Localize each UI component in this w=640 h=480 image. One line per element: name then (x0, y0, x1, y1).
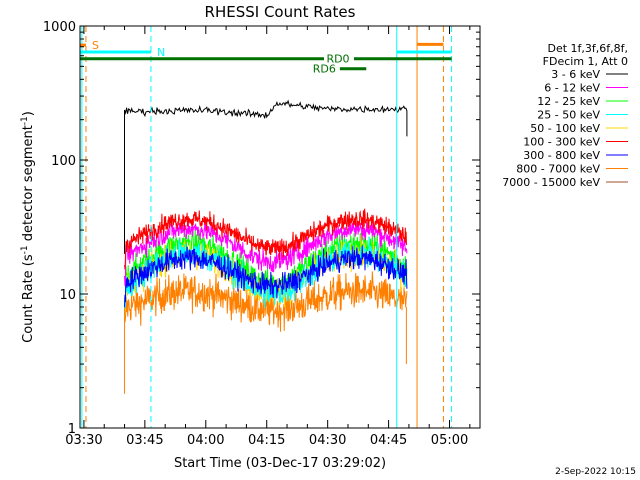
y-tick-label-1: 10 (59, 288, 76, 303)
y-axis-label: Count Rate (s-1 detector segment-1) (20, 111, 36, 343)
chart-traces (124, 99, 408, 394)
legend-label-3: 25 - 50 keV (537, 109, 600, 122)
legend-label-8: 7000 - 15000 keV (502, 176, 600, 189)
x-tick-label-3: 04:15 (248, 433, 285, 448)
legend-label-7: 800 - 7000 keV (516, 163, 600, 176)
legend-label-0: 3 - 6 keV (551, 68, 600, 81)
x-tick-label-5: 04:45 (370, 433, 407, 448)
y-tick-label-3: 1000 (43, 20, 76, 35)
trace-0 (124, 99, 408, 254)
legend-label-6: 300 - 800 keV (523, 149, 600, 162)
y-tick-label-2: 100 (51, 154, 76, 169)
legend-label-4: 50 - 100 keV (530, 122, 600, 135)
legend-label-1: 6 - 12 keV (544, 82, 600, 95)
x-tick-label-0: 03:30 (65, 433, 102, 448)
flag-label-5: RD6 (313, 63, 336, 76)
flag-label-bg (324, 53, 354, 64)
legend-header-0: Det 1f,3f,6f,8f, (547, 42, 628, 55)
legend-header-1: FDecim 1, Att 0 (543, 55, 628, 68)
x-tick-label-6: 05:00 (431, 433, 468, 448)
x-tick-label-1: 03:45 (126, 433, 163, 448)
x-axis-label: Start Time (03-Dec-17 03:29:02) (174, 456, 386, 471)
trace-6 (124, 245, 408, 309)
trace-7 (124, 271, 408, 332)
trace-2 (124, 228, 408, 303)
plot-frame (79, 25, 481, 429)
flag-label-1: N (157, 46, 165, 59)
chart-title: RHESSI Count Rates (205, 3, 356, 21)
trace-5 (124, 208, 408, 270)
chart-legend: Det 1f,3f,6f,8f,FDecim 1, Att 03 - 6 keV… (502, 42, 628, 189)
legend-label-5: 100 - 300 keV (523, 136, 600, 149)
y-tick-label-0: 1 (68, 422, 76, 437)
flag-label-0: S (92, 39, 99, 52)
legend-label-2: 12 - 25 keV (537, 95, 600, 108)
chart-axes: 03:30 03:45 04:00 04:15 04:30 04:45 05:00 1 10 10… (43, 20, 480, 448)
footer-date: 2-Sep-2022 10:15 (555, 467, 636, 477)
x-tick-label-2: 04:00 (187, 433, 224, 448)
x-tick-label-4: 04:30 (309, 433, 346, 448)
flag-label-4: RD0 (326, 53, 349, 66)
chart-vertical-lines (81, 26, 453, 428)
